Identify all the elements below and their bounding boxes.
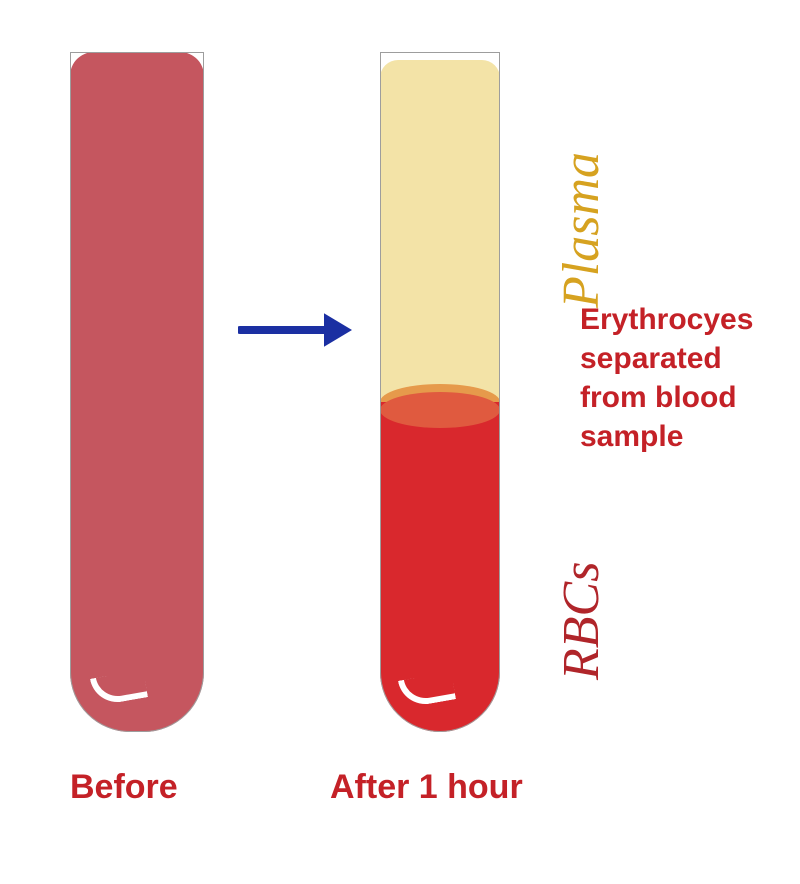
tube1-blood-fill <box>70 52 204 732</box>
label-plasma: Plasma <box>552 152 611 308</box>
label-rbcs: RBCs <box>552 562 611 680</box>
blood-tube-before <box>70 52 204 732</box>
label-erythrocytes-separated: Erythrocyes separated from blood sample <box>580 300 753 456</box>
tube2-plasma-layer <box>380 60 500 402</box>
tube2-rbc-meniscus <box>380 392 500 428</box>
blood-tube-after <box>380 52 500 732</box>
arrow-icon <box>238 306 352 354</box>
label-before: Before <box>70 768 178 807</box>
label-after: After 1 hour <box>330 768 523 807</box>
